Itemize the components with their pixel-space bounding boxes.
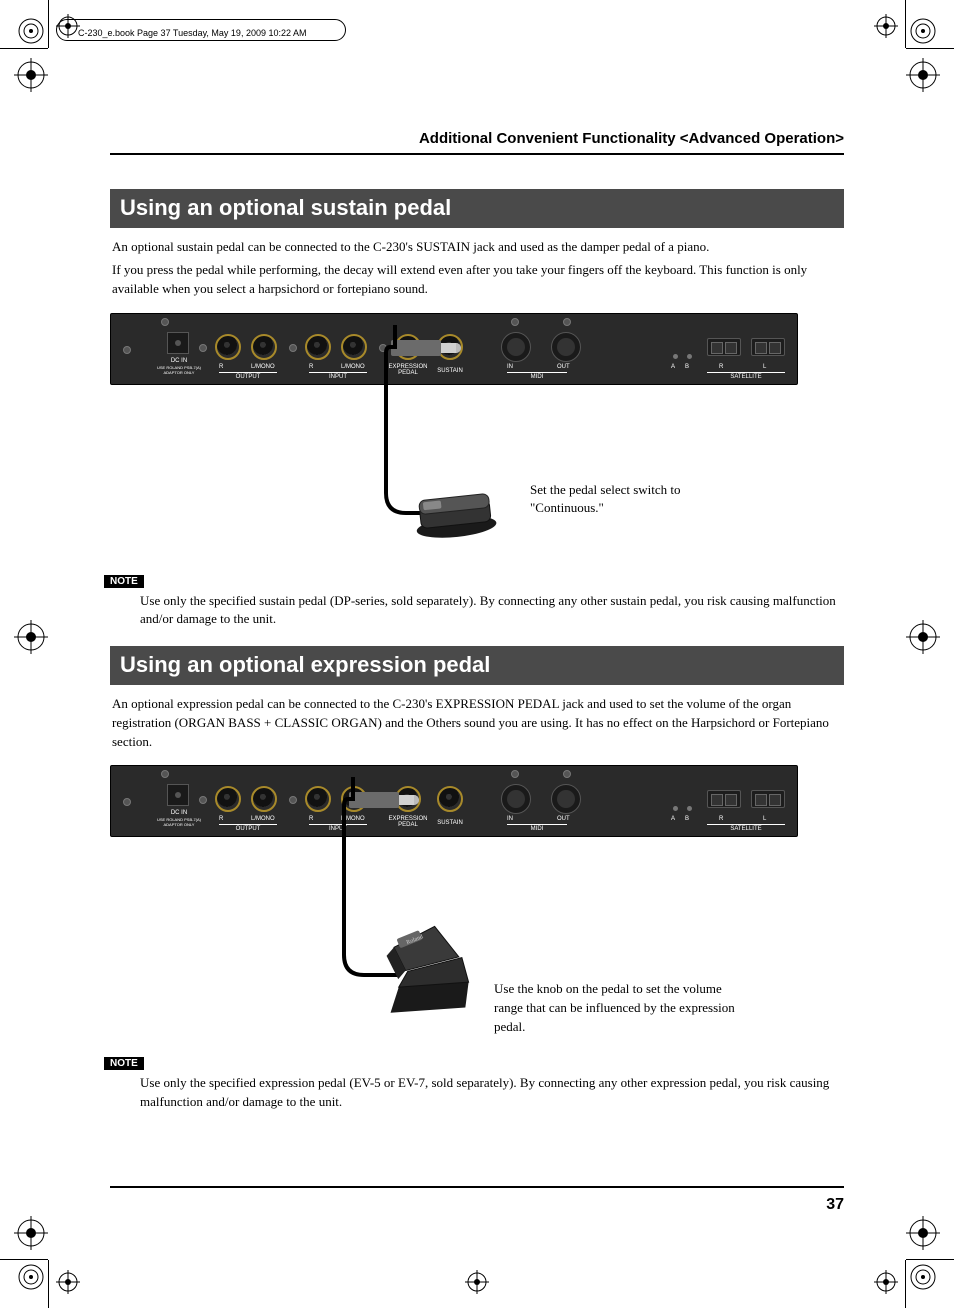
crop-line xyxy=(906,1259,954,1260)
reg-mark-icon xyxy=(465,1270,489,1294)
reg-mark-icon xyxy=(906,14,940,48)
reg-mark-icon xyxy=(906,1216,940,1250)
body-text: An optional expression pedal can be conn… xyxy=(112,695,844,752)
reg-mark-icon xyxy=(874,14,898,38)
figure-expression: DC IN USE ROLAND PSB-7(A) ADAPTOR ONLY R… xyxy=(110,765,844,1045)
reg-mark-icon xyxy=(874,1270,898,1294)
reg-mark-icon xyxy=(14,620,48,654)
crop-line xyxy=(0,1259,48,1260)
section-heading-sustain: Using an optional sustain pedal xyxy=(110,189,844,228)
reg-mark-icon xyxy=(14,1260,48,1294)
reg-mark-icon xyxy=(14,1216,48,1250)
figure-sustain: DC IN USE ROLAND PSB-7(A) ADAPTOR ONLY R… xyxy=(110,313,844,563)
page-content: Additional Convenient Functionality <Adv… xyxy=(110,130,844,1111)
crop-line xyxy=(48,1260,49,1308)
expression-pedal-icon: Roland xyxy=(368,915,488,1040)
crop-line xyxy=(0,48,48,49)
header-meta-text: C-230_e.book Page 37 Tuesday, May 19, 20… xyxy=(78,28,307,38)
reg-mark-icon xyxy=(906,620,940,654)
note-block: NOTE Use only the specified sustain peda… xyxy=(110,571,844,628)
reg-mark-icon xyxy=(906,58,940,92)
sustain-pedal-icon xyxy=(410,483,500,546)
note-tag: NOTE xyxy=(104,1057,144,1070)
body-text: If you press the pedal while performing,… xyxy=(112,261,844,299)
body-text: An optional sustain pedal can be connect… xyxy=(112,238,844,257)
footer-rule xyxy=(110,1186,844,1188)
crop-line xyxy=(48,0,49,48)
running-header: Additional Convenient Functionality <Adv… xyxy=(110,130,844,147)
note-block: NOTE Use only the specified expression p… xyxy=(110,1053,844,1110)
figure-caption: Set the pedal select switch to "Continuo… xyxy=(530,481,730,519)
crop-line xyxy=(905,0,906,48)
reg-mark-icon xyxy=(14,58,48,92)
page-number: 37 xyxy=(826,1196,844,1214)
figure-caption: Use the knob on the pedal to set the vol… xyxy=(494,980,744,1037)
crop-line xyxy=(905,1260,906,1308)
note-text: Use only the specified expression pedal … xyxy=(140,1074,844,1110)
header-rule xyxy=(110,153,844,155)
note-text: Use only the specified sustain pedal (DP… xyxy=(140,592,844,628)
manual-page: C-230_e.book Page 37 Tuesday, May 19, 20… xyxy=(0,0,954,1308)
note-tag: NOTE xyxy=(104,575,144,588)
crop-line xyxy=(906,48,954,49)
reg-mark-icon xyxy=(906,1260,940,1294)
reg-mark-icon xyxy=(14,14,48,48)
reg-mark-icon xyxy=(56,1270,80,1294)
section-heading-expression: Using an optional expression pedal xyxy=(110,646,844,685)
